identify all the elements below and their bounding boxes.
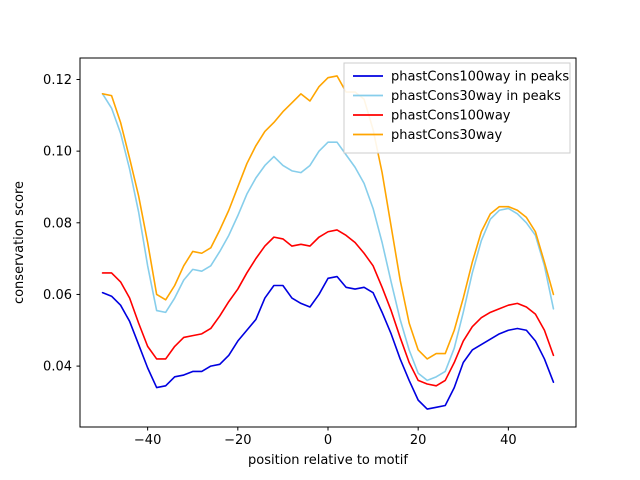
legend-label: phastCons100way in peaks [391, 70, 569, 85]
y-tick-label: 0.10 [43, 145, 72, 160]
x-tick-label: 0 [324, 433, 332, 448]
x-tick-label: 20 [410, 433, 427, 448]
series-line-phastcons100way [101, 229, 555, 387]
x-tick-label: −20 [224, 433, 251, 448]
legend: phastCons100way in peaks phastCons30way i… [343, 62, 571, 154]
legend-entry: phastCons100way in peaks [353, 70, 569, 85]
y-tick-label: 0.06 [43, 288, 72, 303]
x-tick-label: 40 [500, 433, 517, 448]
axes-spines [79, 57, 577, 428]
legend-label: phastCons30way in peaks [391, 89, 561, 104]
y-tick-label: 0.12 [43, 73, 72, 88]
series-line-phastcons30way [101, 75, 555, 360]
legend-entry: phastCons30way [353, 128, 503, 143]
legend-entry: phastCons30way in peaks [353, 89, 561, 104]
x-axis-ticks: −40 −20 0 20 40 [134, 427, 517, 448]
y-tick-label: 0.08 [43, 216, 72, 231]
series-lines [101, 75, 555, 410]
legend-label: phastCons100way [391, 109, 511, 124]
series-line-phastcons30way-in-peaks [101, 93, 555, 382]
y-axis-ticks: 0.04 0.06 0.08 0.10 0.12 [43, 73, 80, 375]
y-tick-label: 0.04 [43, 360, 72, 375]
legend-frame [343, 62, 571, 154]
x-tick-label: −40 [134, 433, 161, 448]
legend-label: phastCons30way [391, 128, 503, 143]
series-line-phastcons100way-in-peaks [101, 275, 555, 410]
y-axis-label: conservation score [12, 181, 27, 304]
legend-entry: phastCons100way [353, 109, 511, 124]
x-axis-label: position relative to motif [248, 453, 408, 468]
